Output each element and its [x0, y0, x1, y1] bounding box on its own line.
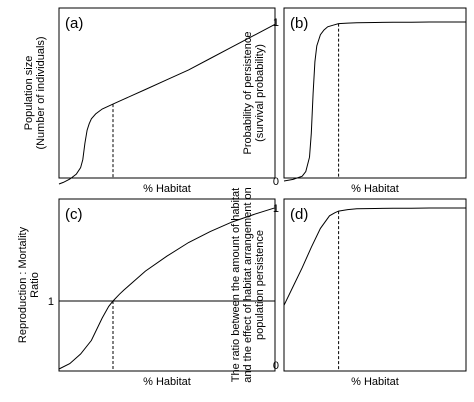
y-axis-label: Probability of persistence	[242, 32, 254, 155]
y-axis-label: (Number of individuals)	[35, 36, 47, 149]
x-axis-label: % Habitat	[143, 376, 191, 388]
panel-frame	[283, 7, 467, 179]
panel-label: (b)	[290, 15, 308, 32]
x-axis-label: % Habitat	[351, 183, 399, 195]
y-axis-label: Ratio	[29, 272, 41, 298]
y-tick-label: 0	[273, 176, 279, 188]
y-tick-label: 0	[273, 360, 279, 372]
y-axis-label: and the effect of habitat arrangement on	[242, 187, 254, 383]
panel-frame	[58, 198, 276, 372]
panel-a: (a) % Habitat Population size (Number of in…	[23, 7, 276, 195]
panel-frame	[58, 7, 276, 179]
y-axis-label: Population size	[23, 56, 35, 131]
series-line	[58, 207, 276, 370]
panel-label: (c)	[65, 206, 83, 223]
y-tick-label: 1	[273, 17, 279, 29]
x-axis-label: % Habitat	[143, 183, 191, 195]
panel-label: (d)	[290, 206, 308, 223]
x-axis-label: % Habitat	[351, 376, 399, 388]
panel-frame	[283, 198, 467, 372]
series-line	[58, 23, 276, 185]
y-axis-label: Reproduction : Mortality	[17, 226, 29, 343]
y-axis-label: (survival probability)	[254, 44, 266, 142]
panel-d: (d) 0 1 % Habitat The ratio between the amou…	[230, 187, 467, 388]
panel-c: (c) 1 % Habitat Reproduction : Mortality Rat…	[17, 198, 276, 388]
y-axis-label: population persistence	[254, 230, 266, 340]
y-tick-label: 1	[273, 203, 279, 215]
panel-b: (b) 0 1 % Habitat Probability of persistence…	[242, 7, 467, 195]
panel-label: (a)	[65, 15, 83, 32]
y-tick-label: 1	[48, 296, 54, 308]
y-axis-label: The ratio between the amount of habitat	[230, 188, 242, 382]
series-line	[283, 207, 466, 306]
series-line	[283, 21, 466, 182]
